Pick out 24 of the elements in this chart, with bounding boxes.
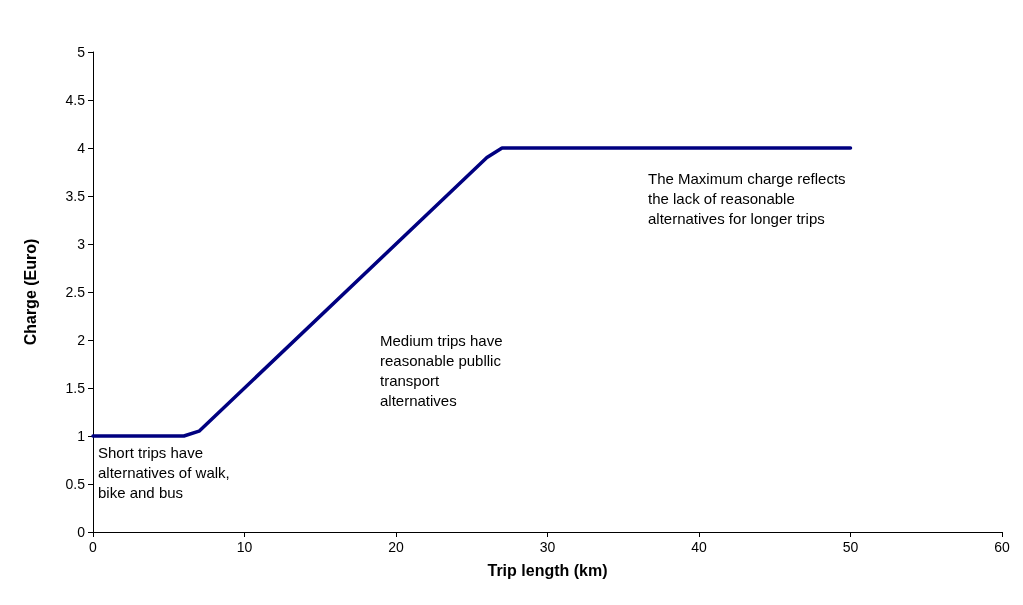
x-tick-label: 20 (388, 539, 404, 555)
y-axis-title: Charge (Euro) (21, 238, 39, 346)
y-tick-label: 3 (77, 236, 86, 252)
x-axis-title: Trip length (km) (487, 561, 608, 579)
y-tick-label: 2 (77, 332, 86, 348)
x-tick-label: 30 (539, 539, 556, 555)
line-series (91, 146, 853, 438)
annotation: Short trips have alternatives of walk, bike and bus (98, 443, 230, 501)
x-tick-label: 60 (994, 539, 1010, 555)
y-tick-label: 4.5 (65, 92, 86, 108)
y-tick-label: 4 (77, 140, 86, 156)
y-tick-label: 1.5 (65, 380, 86, 396)
y-tick-label: 1 (77, 428, 86, 444)
annotation: The Maximum charge reflects the lack of reasonable alternatives for longer trips (648, 169, 846, 227)
x-tick-label: 10 (236, 539, 253, 555)
x-tick-label: 0 (89, 539, 98, 555)
x-tick-label: 50 (842, 539, 859, 555)
y-tick-label: 0 (77, 524, 86, 540)
y-tick-label: 3.5 (65, 188, 86, 204)
x-tick-label: 40 (691, 539, 707, 555)
annotation: Medium trips have reasonable publlic transport alternatives (380, 331, 503, 409)
y-tick-label: 2.5 (65, 284, 86, 300)
y-tick-label: 5 (77, 44, 86, 60)
y-tick-label: 0.5 (65, 476, 86, 492)
